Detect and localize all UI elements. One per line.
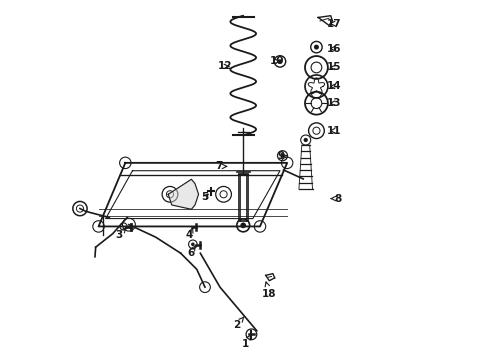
Text: 5: 5	[201, 192, 209, 202]
Text: 14: 14	[327, 81, 342, 91]
Text: 6: 6	[187, 246, 196, 258]
Circle shape	[278, 59, 282, 64]
Text: 10: 10	[270, 57, 284, 66]
Text: 2: 2	[234, 317, 244, 330]
Text: 12: 12	[218, 62, 233, 71]
Text: 9: 9	[277, 151, 287, 161]
Polygon shape	[168, 179, 198, 209]
Text: 15: 15	[327, 63, 342, 72]
Text: 4: 4	[186, 228, 194, 240]
Text: 13: 13	[327, 98, 342, 108]
Bar	[239, 174, 248, 221]
Text: 8: 8	[331, 194, 342, 203]
Text: 18: 18	[262, 282, 276, 298]
Circle shape	[280, 154, 285, 158]
Text: 11: 11	[327, 126, 342, 136]
Text: 16: 16	[327, 44, 342, 54]
Circle shape	[314, 45, 319, 50]
Circle shape	[191, 243, 195, 246]
Text: 1: 1	[242, 335, 251, 348]
Circle shape	[304, 138, 308, 142]
Circle shape	[241, 222, 246, 228]
Text: 3: 3	[116, 228, 126, 240]
Text: 17: 17	[327, 18, 342, 28]
Text: 7: 7	[216, 161, 227, 171]
